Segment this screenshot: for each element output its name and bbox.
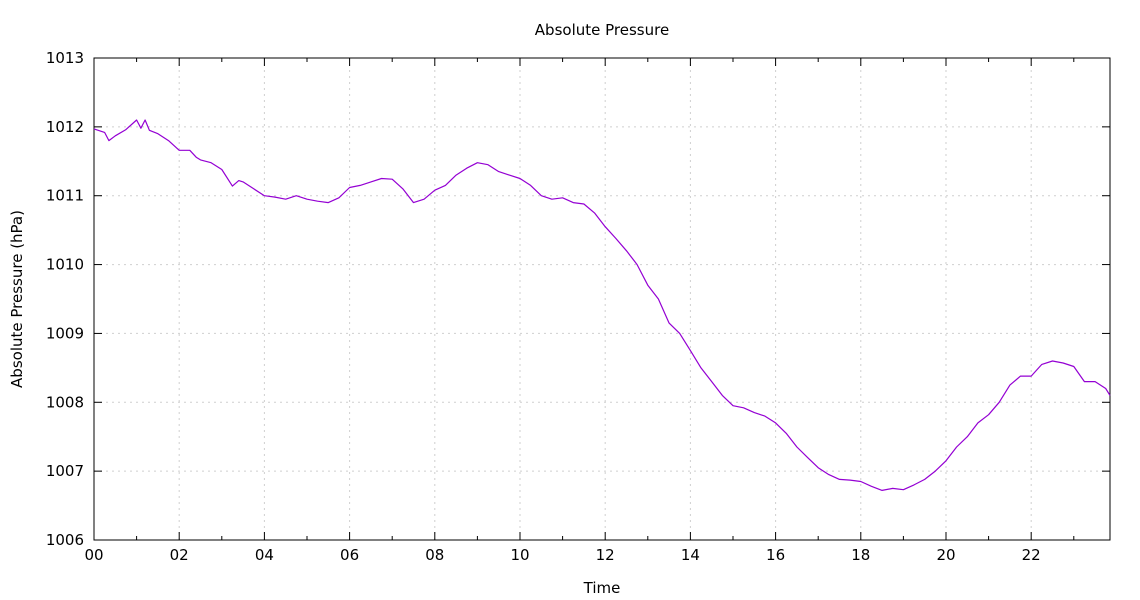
- y-tick-label: 1007: [46, 462, 84, 480]
- x-axis-label: Time: [583, 579, 621, 597]
- y-axis-label: Absolute Pressure (hPa): [8, 210, 26, 388]
- x-tick-label: 10: [510, 546, 529, 564]
- y-tick-label: 1011: [46, 187, 84, 205]
- x-tick-label: 00: [84, 546, 103, 564]
- x-tick-label: 12: [596, 546, 615, 564]
- tick-layer: [93, 57, 1110, 541]
- plot-frame: [93, 57, 1111, 541]
- y-tick-label: 1012: [46, 118, 84, 136]
- grid-layer: [94, 58, 1110, 540]
- label-layer: Absolute Pressure Time Absolute Pressure…: [8, 21, 1041, 597]
- x-tick-label: 16: [766, 546, 785, 564]
- series-layer: [93, 119, 1111, 491]
- y-tick-label: 1009: [46, 324, 84, 342]
- x-tick-label: 14: [681, 546, 700, 564]
- chart-title: Absolute Pressure: [535, 21, 669, 39]
- y-tick-label: 1010: [46, 256, 84, 274]
- x-tick-label: 02: [170, 546, 189, 564]
- y-tick-label: 1008: [46, 393, 84, 411]
- series-line-0: [93, 119, 1111, 491]
- y-tick-label: 1006: [46, 531, 84, 549]
- x-tick-label: 08: [425, 546, 444, 564]
- x-tick-label: 06: [340, 546, 359, 564]
- x-tick-label: 18: [851, 546, 870, 564]
- y-tick-label: 1013: [46, 49, 84, 67]
- x-tick-label: 04: [255, 546, 274, 564]
- x-tick-label: 20: [936, 546, 955, 564]
- x-tick-label: 22: [1022, 546, 1041, 564]
